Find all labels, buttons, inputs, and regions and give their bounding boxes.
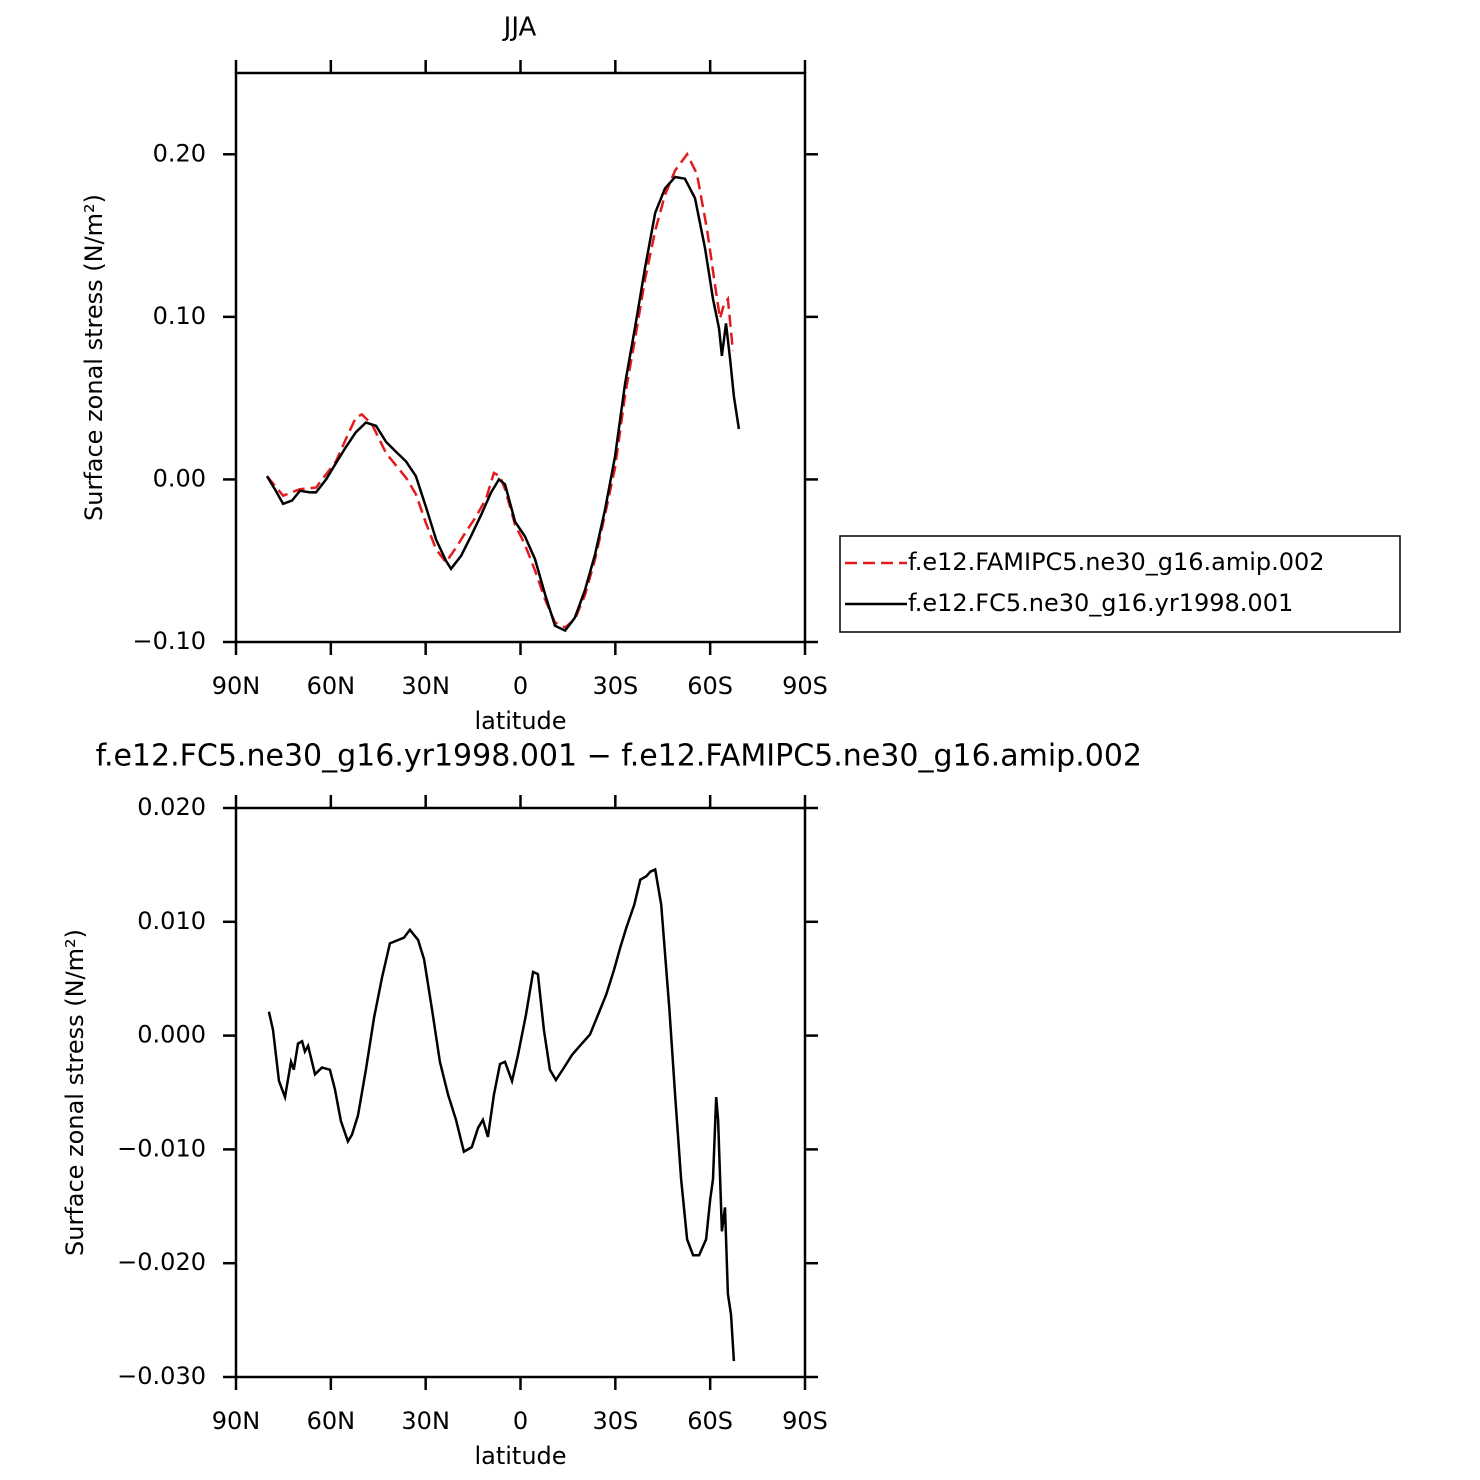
chart-title: f.e12.FC5.ne30_g16.yr1998.001 − f.e12.FA… xyxy=(96,739,1142,774)
data-line xyxy=(265,175,741,633)
y-tick-label: −0.10 xyxy=(132,627,206,655)
x-tick-label: 90N xyxy=(212,1407,261,1435)
chart-title: JJA xyxy=(502,13,537,43)
data-line xyxy=(266,151,735,629)
y-tick-label: 0.20 xyxy=(153,139,206,167)
plot-frame xyxy=(234,806,807,1379)
x-axis-label: latitude xyxy=(474,707,566,735)
x-tick-label: 30S xyxy=(592,1407,638,1435)
x-tick-label: 30N xyxy=(401,1407,450,1435)
legend-label: f.e12.FC5.ne30_g16.yr1998.001 xyxy=(908,589,1293,617)
y-tick-label: 0.020 xyxy=(137,793,206,821)
y-tick-label: −0.030 xyxy=(117,1362,206,1390)
y-axis-label: Surface zonal stress (N/m²) xyxy=(80,194,108,521)
y-tick-label: −0.020 xyxy=(117,1248,206,1276)
legend-box xyxy=(839,535,1401,633)
y-tick-label: 0.000 xyxy=(137,1021,206,1049)
y-tick-label: 0.10 xyxy=(153,302,206,330)
x-tick-label: 60S xyxy=(687,1407,733,1435)
x-axis-label: latitude xyxy=(474,1442,566,1470)
x-tick-label: 30S xyxy=(592,672,638,700)
data-line xyxy=(267,867,736,1362)
x-tick-label: 60N xyxy=(307,672,356,700)
x-tick-label: 30N xyxy=(401,672,450,700)
x-tick-label: 60N xyxy=(307,1407,356,1435)
legend-label: f.e12.FAMIPC5.ne30_g16.amip.002 xyxy=(908,548,1325,576)
x-tick-label: 0 xyxy=(513,672,528,700)
x-tick-label: 0 xyxy=(513,1407,528,1435)
y-tick-label: −0.010 xyxy=(117,1134,206,1162)
x-tick-label: 90S xyxy=(782,672,828,700)
plot-frame xyxy=(234,71,807,644)
x-tick-label: 90N xyxy=(212,672,261,700)
x-tick-label: 60S xyxy=(687,672,733,700)
y-axis-label: Surface zonal stress (N/m²) xyxy=(61,929,89,1256)
y-tick-label: 0.010 xyxy=(137,907,206,935)
y-tick-label: 0.00 xyxy=(153,464,206,492)
x-tick-label: 90S xyxy=(782,1407,828,1435)
